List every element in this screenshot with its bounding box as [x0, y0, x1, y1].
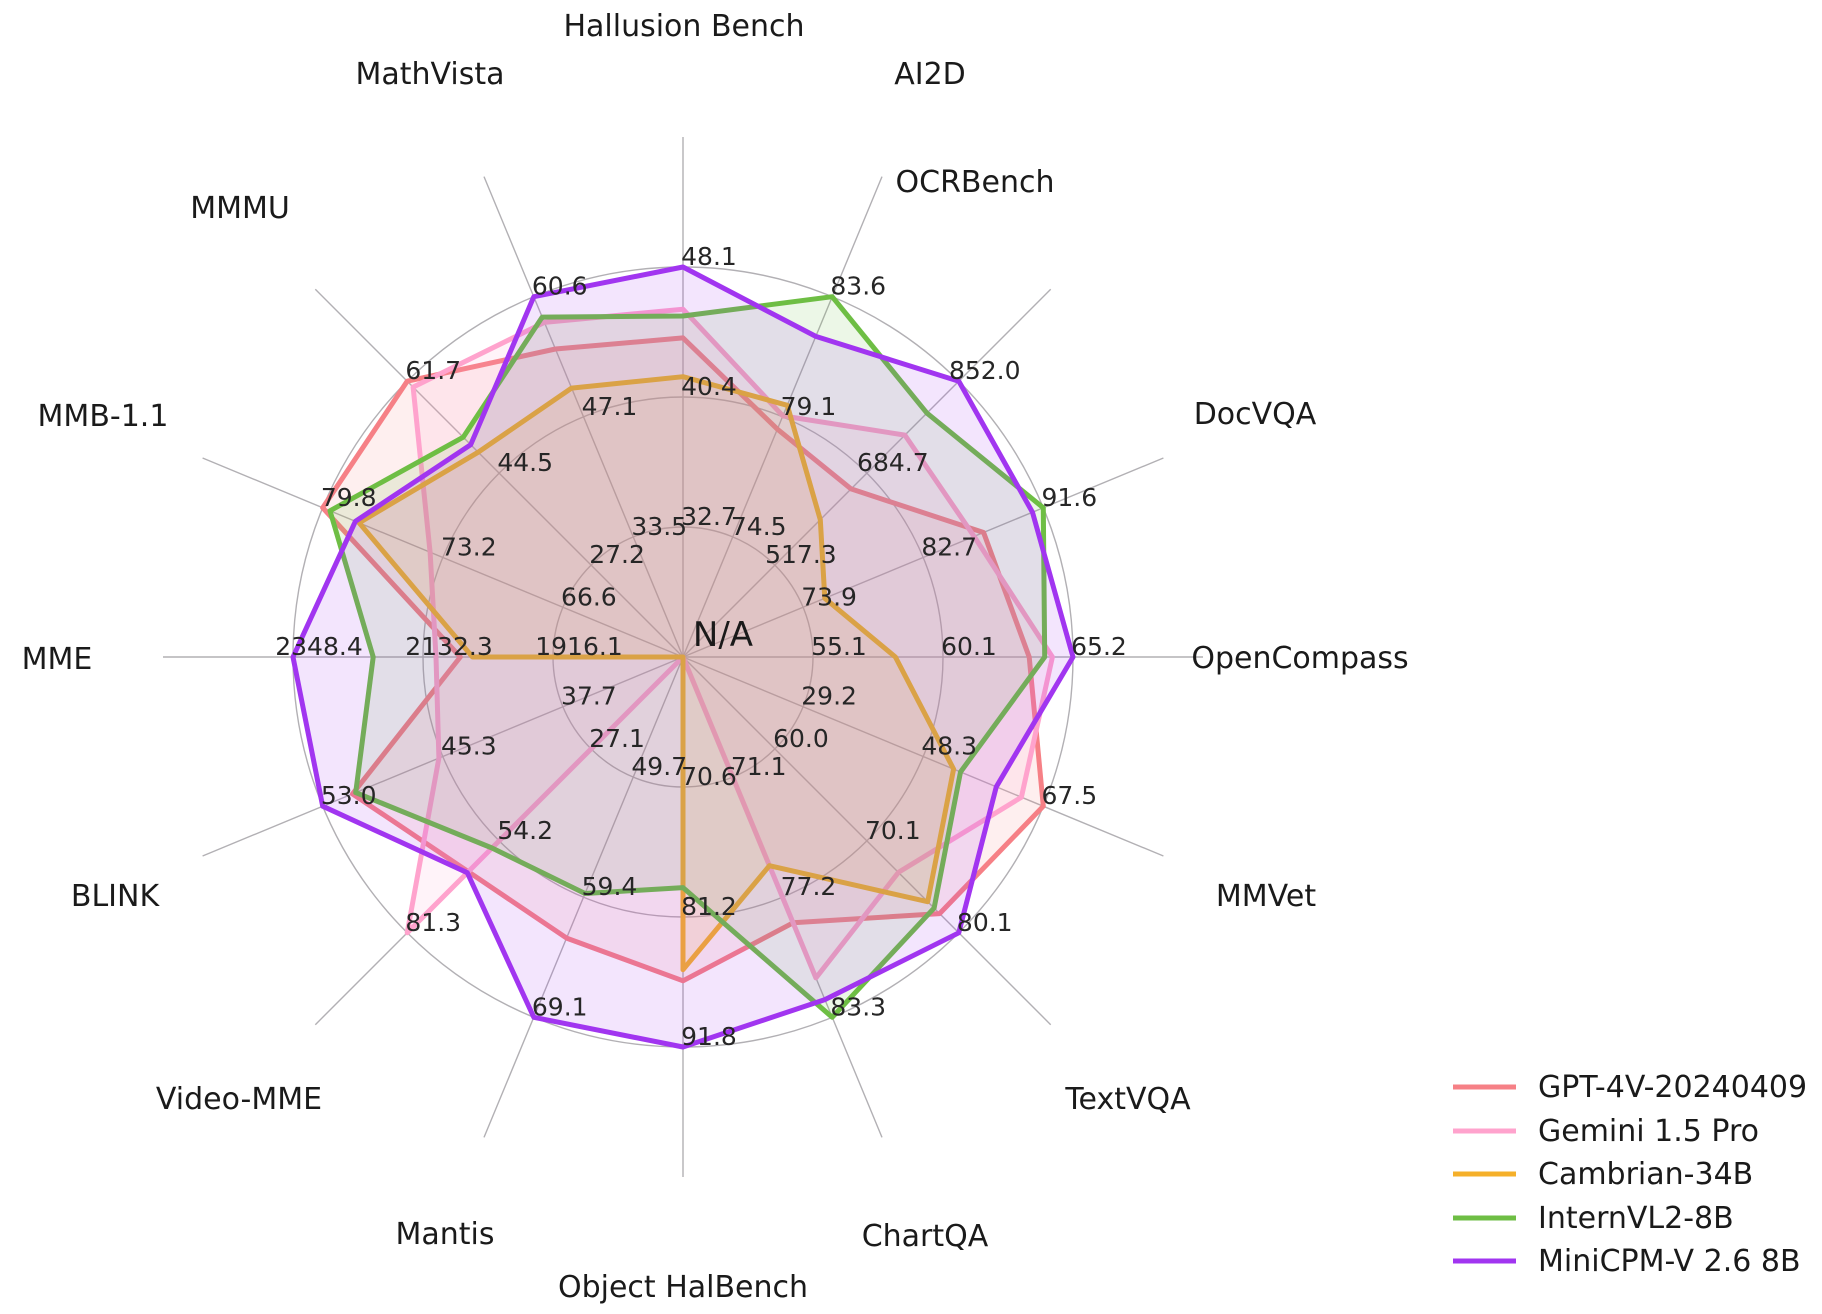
tick-label: 2348.4	[275, 632, 362, 661]
tick-label: 2132.3	[405, 632, 492, 661]
tick-label: 40.4	[681, 372, 737, 401]
series-line-0	[320, 335, 1046, 984]
tick-label: 1916.1	[535, 632, 622, 661]
axis-label-14: MMMU	[190, 191, 290, 226]
tick-label: 82.7	[921, 533, 977, 562]
center-na-label: N/A	[693, 615, 753, 655]
axis-label-5: MMVet	[1216, 879, 1316, 914]
tick-label: 66.6	[561, 582, 617, 611]
series-line-4	[290, 264, 1076, 1050]
tick-label: 91.8	[681, 1022, 737, 1051]
tick-label: 852.0	[949, 356, 1021, 385]
tick-label: 29.2	[801, 682, 857, 711]
axis-label-15: MathVista	[355, 57, 504, 92]
tick-label: 32.7	[681, 502, 737, 531]
tick-label: 73.2	[441, 533, 497, 562]
legend-label-0: GPT-4V-20240409	[1538, 1070, 1807, 1105]
tick-label: 517.3	[765, 540, 837, 569]
series-fill-3	[330, 296, 1045, 1018]
tick-label: 53.0	[321, 781, 377, 810]
tick-label: 48.3	[921, 731, 977, 760]
series-line-1	[404, 306, 1055, 981]
axis-label-12: MME	[22, 642, 93, 677]
axis-label-9: Mantis	[395, 1217, 494, 1252]
tick-label: 69.1	[532, 992, 588, 1021]
tick-label: 79.8	[321, 483, 377, 512]
axis-label-1: AI2D	[894, 57, 966, 92]
legend-label-2: Cambrian-34B	[1538, 1157, 1753, 1192]
legend-label-1: Gemini 1.5 Pro	[1538, 1114, 1759, 1149]
series-fill-1	[407, 309, 1053, 978]
series-fill-4	[293, 267, 1073, 1047]
tick-label: 55.1	[811, 632, 867, 661]
tick-label: 71.1	[731, 752, 787, 781]
series-line-3	[327, 294, 1048, 1020]
axis-label-6: TextVQA	[1064, 1082, 1191, 1117]
tick-label: 60.1	[941, 632, 997, 661]
tick-label: 60.6	[532, 272, 588, 301]
tick-label: 61.7	[405, 356, 461, 385]
tick-label: 70.6	[681, 762, 737, 791]
tick-label: 54.2	[497, 816, 553, 845]
tick-label: 70.1	[865, 816, 921, 845]
tick-label: 81.2	[681, 892, 737, 921]
legend-label-4: MiniCPM-V 2.6 8B	[1538, 1244, 1801, 1279]
tick-label: 684.7	[857, 448, 929, 477]
tick-label: 77.2	[781, 872, 837, 901]
tick-label: 67.5	[1041, 781, 1097, 810]
axis-label-11: BLINK	[71, 879, 161, 914]
tick-label: 45.3	[441, 731, 497, 760]
series-line-2	[356, 374, 957, 973]
tick-label: 59.4	[582, 872, 638, 901]
tick-label: 74.5	[731, 512, 787, 541]
tick-label: 27.1	[589, 724, 645, 753]
axis-label-10: Video-MME	[156, 1082, 322, 1117]
tick-label: 48.1	[681, 242, 737, 271]
axis-label-4: OpenCompass	[1191, 641, 1408, 676]
axis-label-2: OCRBench	[896, 165, 1055, 200]
axis-label-8: Object HalBench	[558, 1270, 808, 1305]
tick-label: 60.0	[773, 724, 829, 753]
axis-label-7: ChartQA	[862, 1219, 989, 1254]
tick-label: 27.2	[589, 540, 645, 569]
tick-label: 33.5	[631, 512, 687, 541]
axis-label-0: Hallusion Bench	[563, 9, 804, 44]
axis-label-13: MMB-1.1	[38, 399, 169, 434]
legend-label-3: InternVL2-8B	[1538, 1201, 1734, 1236]
axis-label-3: DocVQA	[1194, 397, 1317, 432]
tick-label: 73.9	[801, 582, 857, 611]
tick-label: 65.2	[1071, 632, 1127, 661]
tick-label: 79.1	[781, 392, 837, 421]
tick-label: 47.1	[582, 392, 638, 421]
tick-label: 37.7	[561, 682, 617, 711]
tick-label: 49.7	[631, 752, 687, 781]
tick-label: 81.3	[405, 908, 461, 937]
tick-label: 83.3	[830, 992, 886, 1021]
tick-label: 91.6	[1041, 483, 1097, 512]
series-fill-2	[359, 376, 954, 970]
tick-label: 80.1	[957, 908, 1013, 937]
tick-label: 83.6	[830, 272, 886, 301]
tick-label: 44.5	[497, 448, 553, 477]
